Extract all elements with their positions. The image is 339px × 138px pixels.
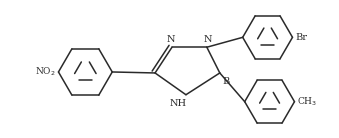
- Text: NO$_2$: NO$_2$: [35, 66, 56, 78]
- Text: B: B: [222, 77, 230, 86]
- Text: N: N: [167, 35, 175, 44]
- Text: CH$_3$: CH$_3$: [298, 95, 318, 108]
- Text: N: N: [204, 35, 212, 44]
- Text: Br: Br: [296, 33, 307, 42]
- Text: NH: NH: [170, 99, 186, 108]
